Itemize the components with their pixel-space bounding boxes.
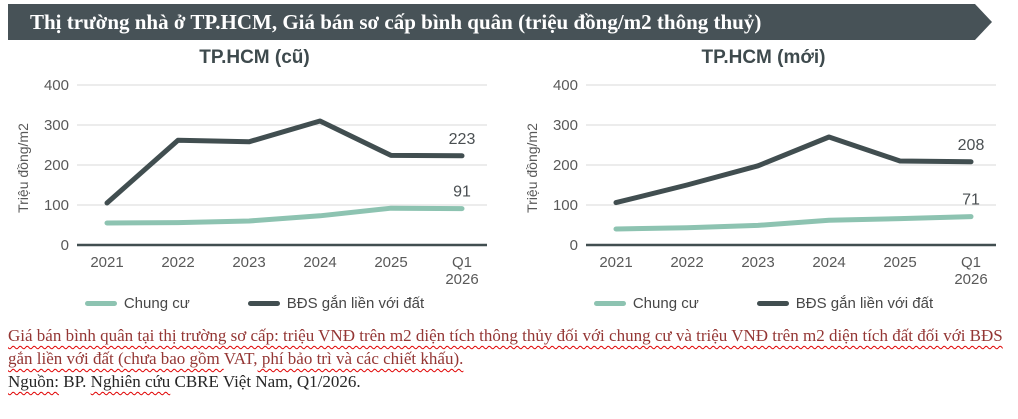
footnote-segment: Giá bán bình quân tại thị trường sơ cấp:…	[8, 326, 1003, 368]
chart-panel-hcm-moi: TP.HCM (mới) 0 100 200 300 400 Triệu đồng/m2 2…	[509, 46, 1018, 314]
x-axis-label: Q1	[451, 254, 471, 271]
legend-item: BĐS gắn liền với đất	[756, 294, 934, 312]
series-line	[104, 205, 464, 226]
footnote-segment: BP.	[59, 372, 91, 391]
x-axis-label: 2023	[232, 254, 265, 271]
x-axis-label: 2022	[161, 254, 194, 271]
chart-legend-hcm-cu: Chung cư BĐS gắn liền với đất	[15, 292, 495, 314]
chart-legend-hcm-moi: Chung cư BĐS gắn liền với đất	[524, 292, 1004, 314]
line-chart-hcm-moi: 0 100 200 300 400 Triệu đồng/m2 2021 2022 2023 20…	[524, 70, 1004, 292]
legend-item: Chung cư	[593, 294, 699, 312]
y-axis-tick-label: 400	[43, 77, 68, 94]
x-axis-label: 2025	[883, 254, 916, 271]
legend-label: Chung cư	[632, 294, 699, 312]
legend-item: Chung cư	[84, 294, 190, 312]
legend-label: Chung cư	[123, 294, 190, 312]
x-axis-label: 2021	[599, 254, 632, 271]
page-title: Thị trường nhà ở TP.HCM, Giá bán sơ cấp …	[30, 9, 762, 34]
legend-line-swatch	[593, 300, 626, 306]
y-axis-tick-label: 200	[43, 157, 68, 174]
y-axis-tick-label: 300	[552, 117, 577, 134]
y-axis-tick-label: 0	[569, 237, 577, 254]
footnote-segment: Nguồn:	[8, 372, 59, 391]
series-line	[613, 134, 973, 206]
chart-panel-hcm-cu: TP.HCM (cũ) 0 100 200 300 400 Triệu đồng/m2 20…	[0, 46, 509, 314]
y-axis-tick-label: 400	[552, 77, 577, 94]
x-axis-label: 2026	[445, 271, 478, 288]
chart-title-hcm-moi: TP.HCM (mới)	[701, 47, 826, 68]
legend-label: BĐS gắn liền với đất	[795, 294, 934, 312]
chart-svg: 0 100 200 300 400 Triệu đồng/m2 2021 2022 2023 20…	[524, 77, 996, 288]
x-axis-label: 2021	[90, 254, 123, 271]
legend-line-swatch	[247, 300, 280, 306]
y-axis-tick-label: 0	[60, 237, 68, 254]
footnote-segment: phí bảo trì và các chiết khấu).	[257, 349, 464, 368]
footnote-segment: VAT,	[223, 349, 258, 368]
legend-item: BĐS gắn liền với đất	[247, 294, 425, 312]
footnote-segment: Nghiên cứu	[90, 372, 171, 391]
data-label: 208	[957, 137, 984, 154]
series-line	[613, 214, 973, 232]
x-axis-label: 2022	[670, 254, 703, 271]
data-label: 71	[962, 192, 980, 209]
x-axis-label: 2026	[954, 271, 987, 288]
y-axis-tick-label: 300	[43, 117, 68, 134]
charts-row: TP.HCM (cũ) 0 100 200 300 400 Triệu đồng/m2 20…	[0, 46, 1018, 314]
y-axis-tick-label: 100	[43, 197, 68, 214]
footnote-source: Nguồn: BP. Nghiên cứu CBRE Việt Nam, Q1/…	[8, 370, 1010, 393]
chart-svg: 0 100 200 300 400 Triệu đồng/m2 2021 2022 2023 20…	[15, 77, 487, 288]
footnote: Giá bán bình quân tại thị trường sơ cấp:…	[8, 324, 1010, 393]
data-label: 223	[448, 131, 475, 148]
x-axis-label: 2024	[812, 254, 845, 271]
y-axis-title: Triệu đồng/m2	[524, 123, 540, 213]
x-axis-label: 2024	[303, 254, 336, 271]
series-line	[104, 118, 464, 206]
line-chart-hcm-cu: 0 100 200 300 400 Triệu đồng/m2 2021 2022 2023 20…	[15, 70, 495, 292]
chart-title-hcm-cu: TP.HCM (cũ)	[199, 47, 310, 68]
legend-label: BĐS gắn liền với đất	[286, 294, 425, 312]
y-axis-tick-label: 100	[552, 197, 577, 214]
x-axis-label: Q1	[960, 254, 980, 271]
data-label: 91	[453, 184, 471, 201]
y-axis-tick-label: 200	[552, 157, 577, 174]
x-axis-label: 2023	[741, 254, 774, 271]
y-axis-title: Triệu đồng/m2	[15, 123, 31, 213]
footnote-definition: Giá bán bình quân tại thị trường sơ cấp:…	[8, 324, 1010, 370]
footnote-segment: CBRE Việt Nam, Q1/2026.	[170, 372, 361, 391]
legend-line-swatch	[84, 300, 117, 306]
x-axis-label: 2025	[374, 254, 407, 271]
legend-line-swatch	[756, 300, 789, 306]
header-banner: Thị trường nhà ở TP.HCM, Giá bán sơ cấp …	[8, 4, 992, 40]
